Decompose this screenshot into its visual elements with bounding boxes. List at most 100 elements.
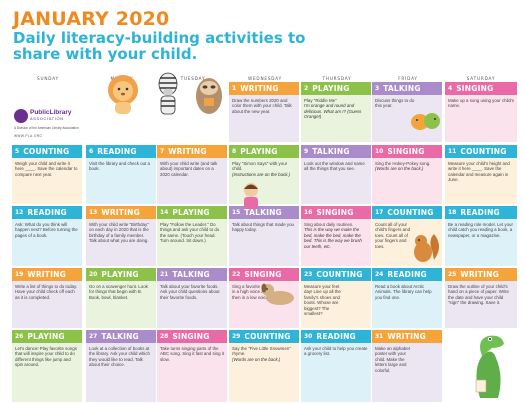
day-header: 13 WRITING [86, 206, 156, 219]
day-number: 23 [304, 271, 313, 278]
day-header: 24 READING [372, 268, 442, 281]
activity-text: Make an alphabet poster with your child.… [375, 346, 410, 373]
activity-text: Look out the window and name all the thi… [304, 161, 365, 172]
activity-note: (Words are on the back.) [232, 356, 281, 362]
day-activity: Look out the window and name all the thi… [301, 158, 371, 172]
day-activity: Measure your child's height and write it… [445, 158, 517, 183]
day-cell-5: 5 COUNTING Weigh your child and write it h… [12, 145, 82, 204]
day-category: READING [316, 332, 356, 341]
day-category: PLAYING [172, 208, 210, 217]
day-category: WRITING [387, 332, 426, 341]
activity-text: Measure your child's height and write it… [448, 161, 510, 183]
squirrel-icon [414, 234, 439, 262]
day-activity: Talk about your favorite foods. Ask your… [157, 281, 227, 300]
activity-text: Ask your child to help you create a groc… [304, 346, 368, 357]
day-header: 28 SINGING [157, 330, 227, 343]
day-number: 17 [375, 209, 384, 216]
day-activity: Go on a scavenger hunt. Look for things … [86, 281, 156, 300]
day-number: 13 [89, 209, 98, 216]
day-header: 21 TALKING [157, 268, 227, 281]
day-category: COUNTING [316, 270, 363, 279]
day-category: PLAYING [312, 84, 350, 93]
day-activity: Sing the Hokey-Pokey song. (Words are on … [372, 158, 442, 172]
day-category: PLAYING [27, 332, 65, 341]
day-header: 3 TALKING [372, 82, 442, 95]
activity-text: Look at a collection of books at the lib… [89, 346, 150, 368]
day-activity: Make an alphabet poster with your child.… [372, 343, 420, 373]
bird-icon [411, 113, 440, 130]
day-category: TALKING [312, 147, 350, 156]
logo-sub: ASSOCIATION [30, 116, 64, 121]
day-cell-10: 10 SINGING Sing the Hokey-Pokey song. (Word… [372, 145, 442, 204]
day-category: SINGING [172, 332, 210, 341]
day-number: 30 [304, 333, 313, 340]
dayhead-tuesday: TUESDAY [180, 76, 206, 81]
day-cell-6: 6 READING Visit the library and check out … [86, 145, 156, 204]
day-category: COUNTING [23, 147, 70, 156]
day-activity: Play "Follow the Leader." Do things and … [157, 219, 227, 244]
day-activity: With your child write "Birthday" on each… [86, 219, 156, 244]
activity-text: Go on a scavenger hunt. Look for things … [89, 284, 148, 300]
activity-text: Measure your feet day! Line up all the f… [304, 284, 341, 317]
day-header: 8 PLAYING [229, 145, 299, 158]
day-header: 10 SINGING [372, 145, 442, 158]
activity-text: Weigh your child and write it here ____.… [15, 161, 78, 177]
day-activity: Say the "Five Little Snowmen" rhyme. (Wor… [229, 343, 299, 362]
day-category: WRITING [240, 84, 279, 93]
day-number: 24 [375, 271, 384, 278]
day-category: TALKING [101, 332, 139, 341]
day-header: 27 TALKING [86, 330, 156, 343]
day-category: READING [460, 208, 500, 217]
day-category: READING [97, 147, 137, 156]
dayhead-friday: FRIDAY [398, 76, 418, 81]
day-activity: Play "Riddle Me" I'm orange and round and… [301, 95, 371, 120]
sloth-icon [196, 78, 222, 114]
activity-note: I'm orange and round and delicious. What… [304, 103, 362, 120]
day-number: 12 [15, 209, 24, 216]
activity-text: Make up a song using your child's name. [448, 98, 515, 109]
day-cell-13: 13 WRITING With your child write "Birthday… [86, 206, 156, 266]
day-header: 9 TALKING [301, 145, 371, 158]
day-number: 7 [160, 148, 165, 155]
day-header: 15 TALKING [229, 206, 299, 219]
day-header: 23 COUNTING [301, 268, 371, 281]
day-activity: Ask your child to help you create a groc… [301, 343, 371, 357]
day-number: 5 [15, 148, 20, 155]
activity-text: Take turns singing parts of the ABC song… [160, 346, 224, 362]
day-number: 19 [15, 271, 24, 278]
day-cell-22: 22 SINGING Sing a favorite song in a high … [229, 268, 299, 328]
dayhead-wednesday: WEDNESDAY [248, 76, 282, 81]
day-category: READING [27, 208, 67, 217]
day-cell-26: 26 PLAYING Let's dance! Play favorite song… [12, 330, 82, 402]
activity-text: Let's dance! Play favorite songs that wi… [15, 346, 77, 368]
dayhead-sunday: SUNDAY [37, 76, 59, 81]
day-category: SINGING [244, 270, 282, 279]
day-activity: Be a reading role model. Let your child … [445, 219, 517, 238]
day-number: 25 [448, 271, 457, 278]
day-activity: Read a book about Arctic Animals. The li… [372, 281, 442, 300]
day-cell-18: 18 READING Be a reading role model. Let yo… [445, 206, 517, 266]
day-header: 16 SINGING [301, 206, 371, 219]
day-cell-31: 31 WRITING Make an alphabet poster with yo… [372, 330, 442, 402]
day-number: 29 [232, 333, 241, 340]
activity-text: With your child write (and talk about) i… [160, 161, 218, 177]
day-number: 4 [448, 85, 453, 92]
activity-text: Visit the library and check out a book. [89, 161, 150, 172]
logo-tagline: A Division of the American Library Assoc… [14, 126, 79, 130]
day-cell-11: 11 COUNTING Measure your child's height an… [445, 145, 517, 204]
day-number: 28 [160, 333, 169, 340]
dayhead-saturday: SATURDAY [466, 76, 496, 81]
day-cell-4: 4 SINGING Make up a song using your child'… [445, 82, 517, 142]
day-cell-16: 16 SINGING Sing about daily routines. This … [301, 206, 371, 266]
day-category: SINGING [387, 147, 425, 156]
pla-logo[interactable]: PublicLibrary ASSOCIATION A Division of … [12, 107, 84, 138]
day-cell-27: 27 TALKING Look at a collection of books a… [86, 330, 156, 402]
day-category: WRITING [27, 270, 66, 279]
activity-text: Talk about things that made you happy to… [232, 222, 294, 233]
day-header: 25 WRITING [445, 268, 517, 281]
day-number: 6 [89, 148, 94, 155]
day-activity: Weigh your child and write it here ____.… [12, 158, 82, 177]
day-header: 7 WRITING [157, 145, 227, 158]
day-category: TALKING [383, 84, 421, 93]
zebra-icon [158, 72, 178, 115]
